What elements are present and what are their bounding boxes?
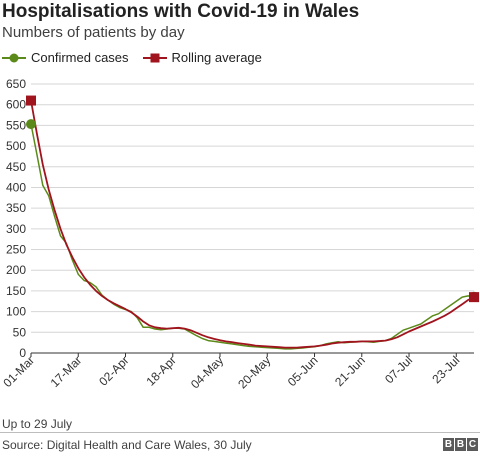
confirmed-cases-line: [30, 123, 475, 350]
footer-divider: [0, 432, 480, 433]
y-tick-label: 600: [6, 98, 26, 112]
chart-title: Hospitalisations with Covid-19 in Wales: [2, 1, 360, 22]
source-text: Source: Digital Health and Care Wales, 3…: [2, 438, 252, 452]
chart-legend: Confirmed cases Rolling average: [2, 50, 276, 65]
line-chart: 0 50 100 150 200 250 300 350 400 450 500 550 600 650 0…: [0, 77, 479, 391]
y-tick-label: 500: [6, 139, 26, 153]
y-tick-label: 200: [6, 263, 26, 277]
y-tick-label: 450: [6, 160, 26, 174]
footnote: Up to 29 July: [2, 417, 73, 431]
square-marker-icon: [142, 53, 167, 62]
x-tick-label: 18-Apr: [144, 353, 179, 388]
rolling-average-marker: [26, 95, 36, 106]
x-tick-label: 05-Jun: [285, 353, 321, 389]
rolling-average-marker: [469, 292, 479, 303]
bbc-logo: B B C: [442, 438, 478, 451]
y-tick-label: 250: [6, 243, 26, 257]
x-tick-label: 04-May: [188, 353, 226, 391]
x-tick-label: 23-Jul: [429, 353, 462, 386]
bbc-logo-letter: B: [443, 438, 454, 451]
x-tick-label: 07-Jul: [382, 353, 415, 386]
y-tick-label: 350: [6, 201, 26, 215]
x-tick-label: 17-Mar: [48, 353, 85, 390]
y-tick-label: 50: [13, 325, 27, 339]
y-tick-label: 650: [6, 77, 26, 91]
rolling-average-line: [30, 100, 475, 349]
confirmed-cases-marker: [26, 119, 36, 130]
y-tick-label: 550: [6, 118, 26, 132]
y-tick-label: 400: [6, 180, 26, 194]
y-tick-label: 150: [6, 284, 26, 298]
y-tick-label: 300: [6, 222, 26, 236]
legend-item-rolling: Rolling average: [142, 50, 262, 65]
bbc-logo-letter: C: [467, 438, 478, 451]
legend-label-rolling: Rolling average: [171, 50, 262, 65]
y-tick-label: 0: [19, 346, 26, 360]
bbc-logo-letter: B: [455, 438, 466, 451]
x-tick-label: 20-May: [235, 353, 273, 391]
y-tick-label: 100: [6, 305, 26, 319]
circle-marker-icon: [2, 53, 26, 62]
legend-label-confirmed: Confirmed cases: [31, 50, 129, 65]
x-tick-label: 02-Apr: [96, 353, 131, 388]
legend-item-confirmed: Confirmed cases: [2, 50, 129, 65]
x-tick-label: 21-Jun: [332, 353, 368, 389]
chart-subtitle: Numbers of patients by day: [2, 24, 185, 41]
